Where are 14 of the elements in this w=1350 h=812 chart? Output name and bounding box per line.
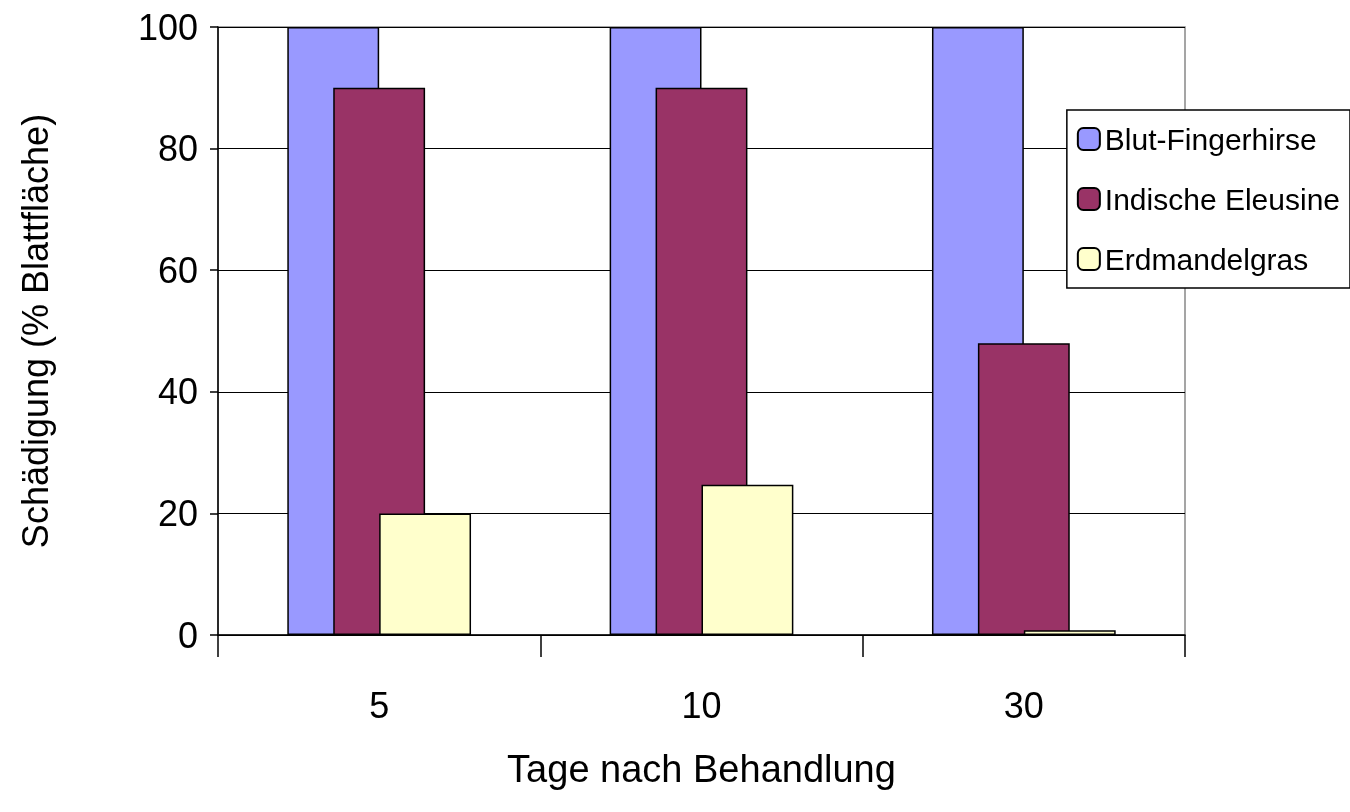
y-tick-label: 60	[157, 249, 198, 291]
y-tick-label: 20	[157, 492, 198, 534]
legend-label: Erdmandelgras	[1104, 242, 1309, 276]
x-tick-label: 30	[1003, 684, 1044, 726]
y-tick-label: 100	[137, 6, 198, 48]
x-tick-label: 5	[369, 684, 390, 726]
legend-label: Blut-Fingerhirse	[1104, 122, 1317, 156]
y-axis-title: Schädigung (% Blattfläche)	[14, 113, 56, 549]
y-tick-label: 40	[157, 371, 198, 413]
x-axis-title: Tage nach Behandlung	[507, 748, 896, 790]
y-tick-label: 80	[157, 128, 198, 170]
legend-label: Indische Eleusine	[1104, 182, 1340, 216]
y-tick-label: 0	[177, 614, 198, 656]
x-tick-label: 10	[681, 684, 722, 726]
